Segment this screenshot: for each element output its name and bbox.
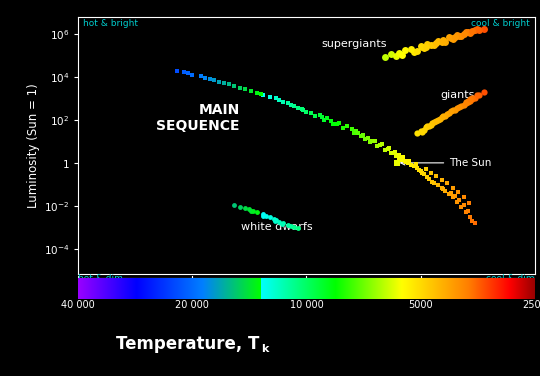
Text: hot & dim: hot & dim [78,274,123,283]
Text: 10 000: 10 000 [289,300,323,310]
Text: giants: giants [440,90,475,100]
Text: hot & bright: hot & bright [83,20,138,29]
Text: 5000: 5000 [408,300,433,310]
Text: 2500: 2500 [522,300,540,310]
Y-axis label: Luminosity (Sun = 1): Luminosity (Sun = 1) [26,83,39,208]
Text: cool & bright: cool & bright [471,20,530,29]
Text: cool & dim: cool & dim [486,274,535,283]
Text: white dwarfs: white dwarfs [241,222,312,232]
Text: k: k [261,344,268,353]
Text: Temperature, T: Temperature, T [116,335,259,353]
Text: MAIN
SEQUENCE: MAIN SEQUENCE [156,103,240,133]
Text: supergiants: supergiants [321,39,387,49]
Text: 40 000: 40 000 [62,300,95,310]
Text: 20 000: 20 000 [176,300,210,310]
Text: The Sun: The Sun [401,158,491,168]
